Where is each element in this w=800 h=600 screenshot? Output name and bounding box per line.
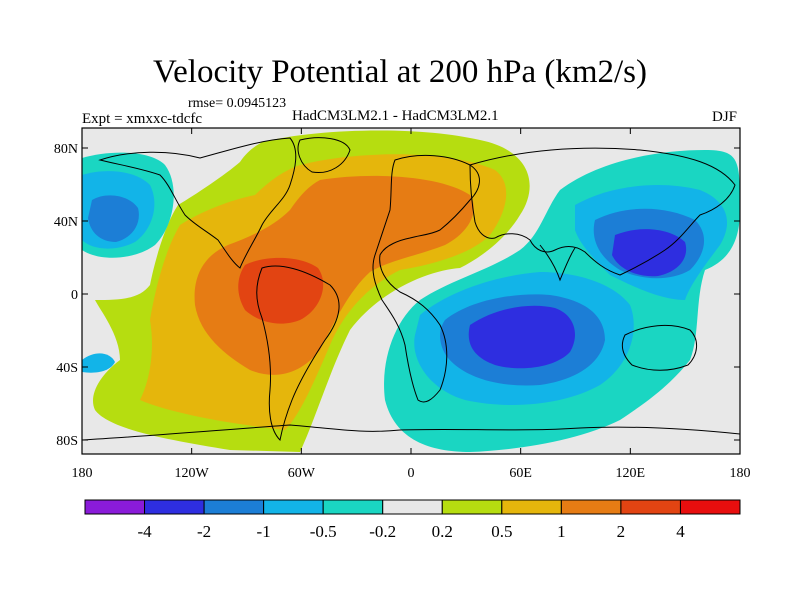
india-coast bbox=[539, 244, 576, 282]
colorbar-swatch bbox=[322, 499, 384, 515]
contour-field bbox=[82, 128, 740, 454]
colorbar-label: 1 bbox=[557, 522, 566, 541]
positive-strong-region bbox=[194, 175, 474, 375]
colorbar-swatch bbox=[382, 499, 443, 515]
lon-tick-label: 120W bbox=[175, 466, 210, 481]
lat-tick-label: 80S bbox=[56, 434, 78, 449]
south-america-coast bbox=[256, 265, 340, 442]
europe-africa-coast bbox=[372, 155, 480, 403]
rmse-label: rmse= 0.0945123 bbox=[188, 96, 287, 111]
models-label: HadCM3LM2.1 - HadCM3LM2.1 bbox=[292, 108, 499, 124]
lon-tick-label: 180 bbox=[730, 466, 751, 481]
lon-tick-label: 0 bbox=[408, 466, 415, 481]
colorbar-label: -2 bbox=[197, 522, 211, 541]
lat-tick-label: 0 bbox=[71, 288, 78, 303]
lon-tick-label: 180 bbox=[72, 466, 93, 481]
colorbar-swatch bbox=[560, 499, 622, 515]
colorbar-swatch bbox=[203, 499, 265, 515]
greenland-coast bbox=[297, 137, 351, 174]
longitude-axis: 180 120W 60W 0 60E 120E 180 bbox=[72, 128, 751, 481]
season-label: DJF bbox=[712, 109, 738, 125]
colorbar-label: -4 bbox=[137, 522, 152, 541]
coastlines bbox=[82, 137, 740, 442]
antarctica-coast bbox=[82, 424, 740, 441]
colorbar-swatch bbox=[441, 499, 503, 515]
colorbar-swatch bbox=[620, 499, 681, 515]
south-pacific-negative-region bbox=[82, 353, 115, 373]
colorbar-label: 0.5 bbox=[491, 522, 512, 541]
colorbar-label: -0.5 bbox=[310, 522, 337, 541]
chart-title: Velocity Potential at 200 hPa (km2/s) bbox=[152, 54, 648, 90]
colorbar-swatch bbox=[144, 499, 205, 515]
colorbar-label: -0.2 bbox=[369, 522, 396, 541]
colorbar-label: 0.2 bbox=[432, 522, 453, 541]
colorbar-label: -1 bbox=[257, 522, 271, 541]
lon-tick-label: 60W bbox=[288, 466, 316, 481]
latitude-axis: 80N 40N 0 40S 80S bbox=[54, 142, 740, 449]
north-america-coast bbox=[98, 137, 297, 269]
asia-coast bbox=[469, 147, 736, 276]
pacific-negative-center bbox=[88, 195, 139, 242]
lon-tick-label: 120E bbox=[616, 466, 646, 481]
lon-tick-label: 60E bbox=[509, 466, 532, 481]
experiment-label: Expt = xmxxc-tdcfc bbox=[82, 111, 203, 127]
colorbar-swatch bbox=[679, 499, 741, 515]
australia-coast bbox=[621, 325, 697, 371]
lat-tick-label: 40S bbox=[56, 361, 78, 376]
colorbar-label: 4 bbox=[676, 522, 685, 541]
lat-tick-label: 40N bbox=[54, 215, 78, 230]
colorbar-swatch bbox=[84, 499, 146, 515]
colorbar-swatch bbox=[263, 499, 324, 515]
negative-max-region bbox=[468, 229, 687, 369]
colorbar: -4 -2 -1 -0.5 -0.2 0.2 0.5 1 2 4 bbox=[84, 499, 741, 541]
lat-tick-label: 80N bbox=[54, 142, 78, 157]
colorbar-swatch bbox=[501, 499, 562, 515]
colorbar-label: 2 bbox=[617, 522, 626, 541]
